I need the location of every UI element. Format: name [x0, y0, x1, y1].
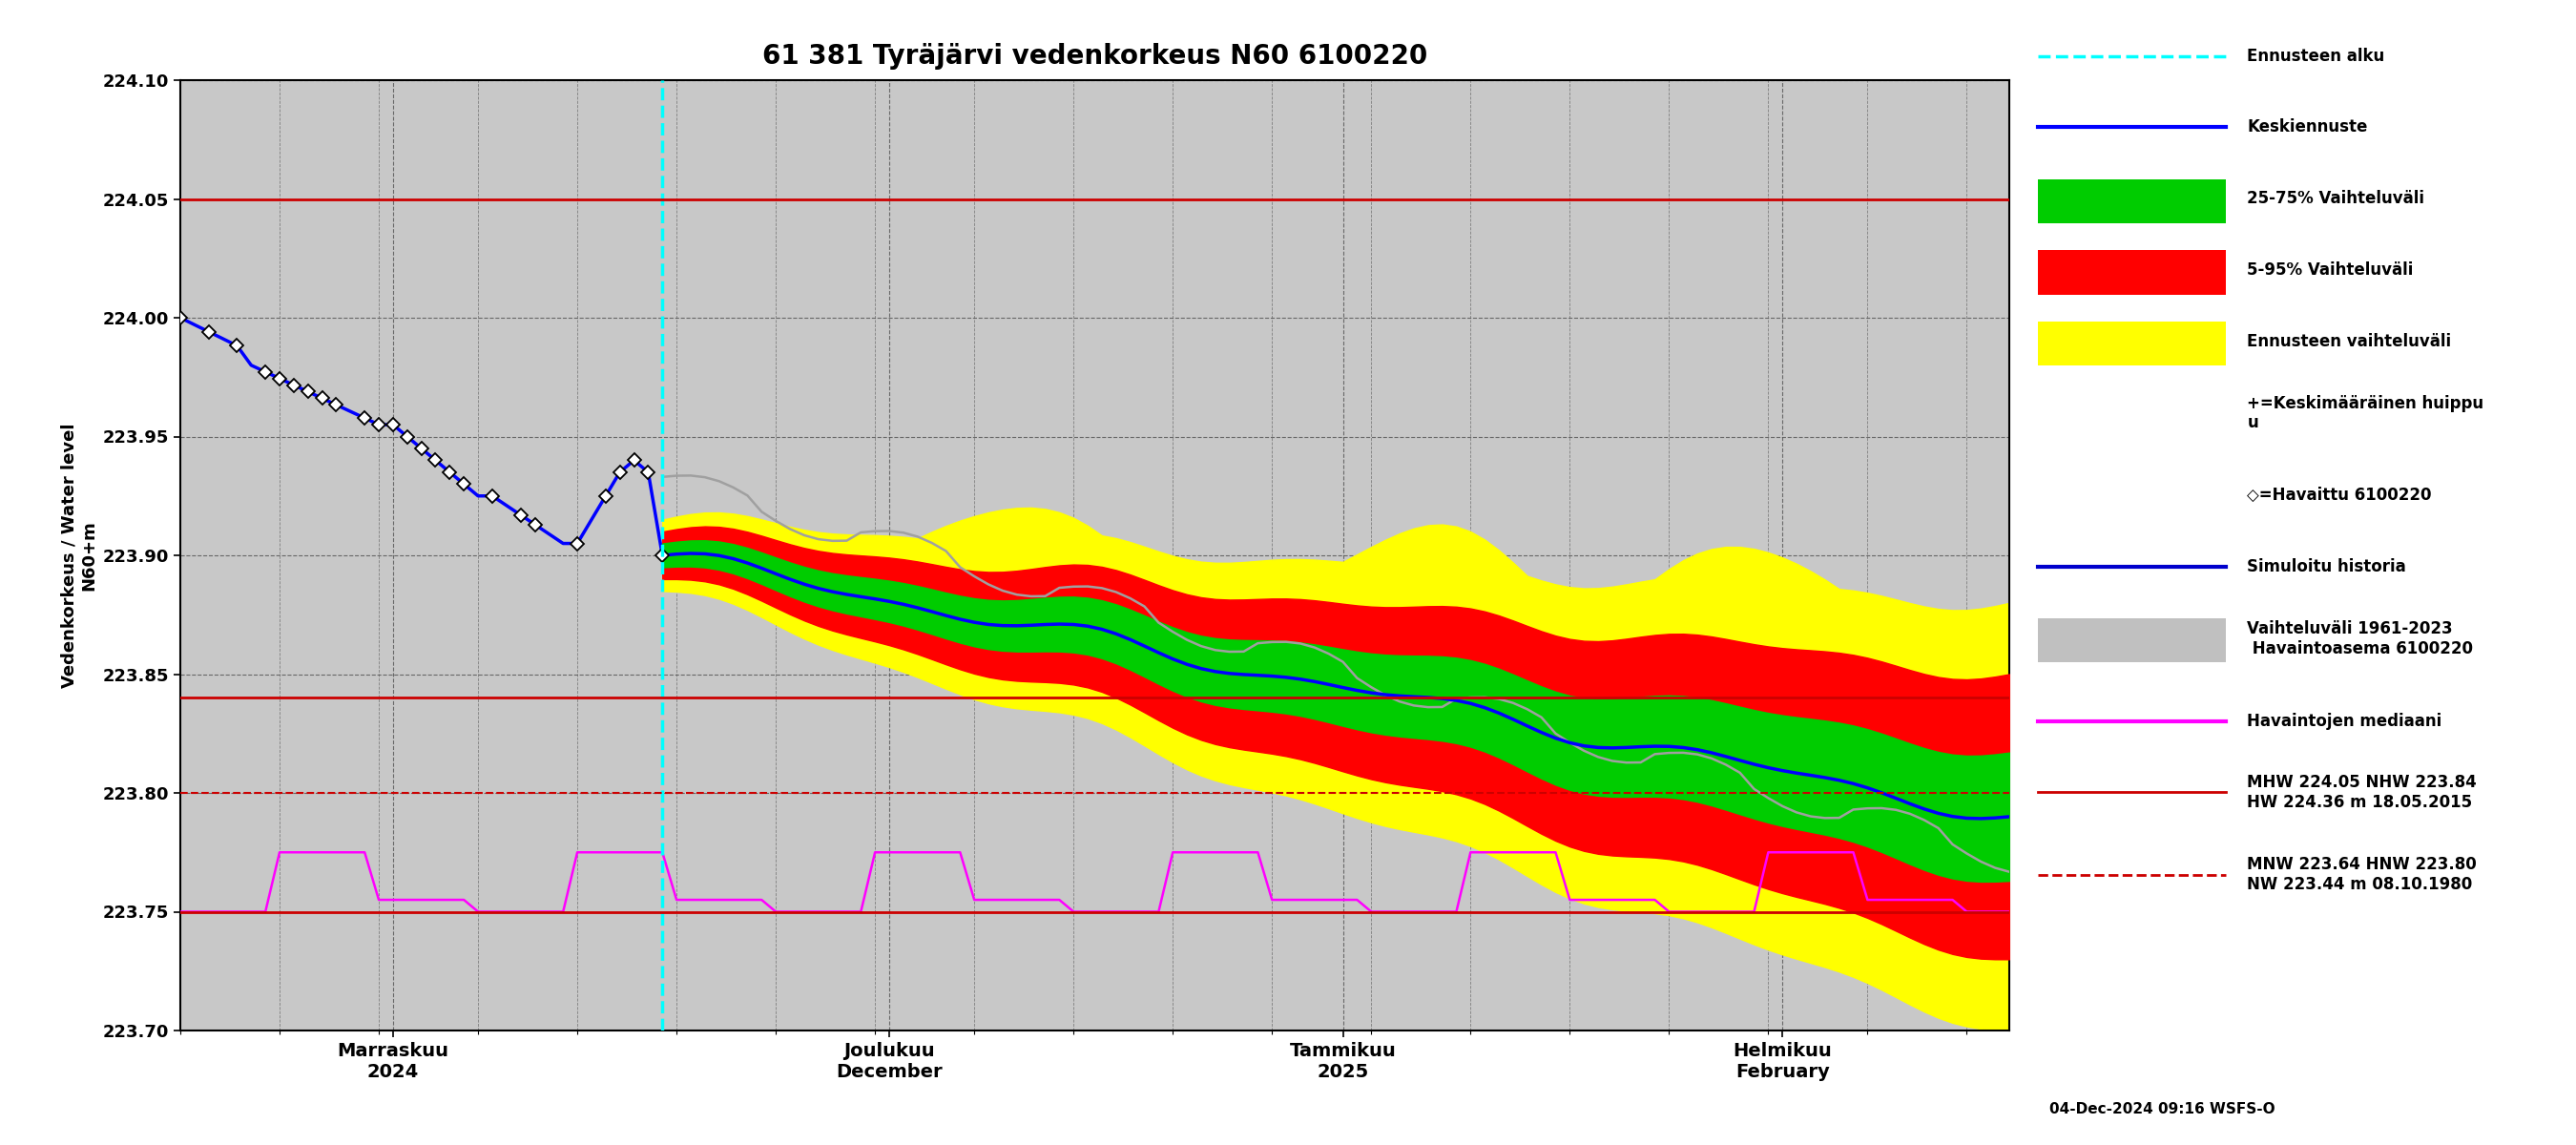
- Text: MNW 223.64 HNW 223.80
NW 223.44 m 08.10.1980: MNW 223.64 HNW 223.80 NW 223.44 m 08.10.…: [2246, 856, 2478, 893]
- Y-axis label: Vedenkorkeus / Water level
N60+m: Vedenkorkeus / Water level N60+m: [59, 423, 98, 688]
- Text: Keskiennuste: Keskiennuste: [2246, 119, 2367, 136]
- Text: ◇=Havaittu 6100220: ◇=Havaittu 6100220: [2246, 487, 2432, 504]
- Text: Vaihteluväli 1961-2023
 Havaintoasema 6100220: Vaihteluväli 1961-2023 Havaintoasema 610…: [2246, 619, 2473, 657]
- Bar: [2038, 618, 2226, 663]
- Title: 61 381 Tyräjärvi vedenkorkeus N60 6100220: 61 381 Tyräjärvi vedenkorkeus N60 610022…: [762, 44, 1427, 70]
- Text: Ennusteen vaihteluväli: Ennusteen vaihteluväli: [2246, 333, 2452, 350]
- Text: Havaintojen mediaani: Havaintojen mediaani: [2246, 712, 2442, 729]
- Text: 25-75% Vaihteluväli: 25-75% Vaihteluväli: [2246, 190, 2424, 207]
- Bar: [2038, 251, 2226, 294]
- Text: Simuloitu historia: Simuloitu historia: [2246, 559, 2406, 576]
- Text: Ennusteen alku: Ennusteen alku: [2246, 47, 2385, 64]
- Text: 5-95% Vaihteluväli: 5-95% Vaihteluväli: [2246, 261, 2414, 278]
- Text: 04-Dec-2024 09:16 WSFS-O: 04-Dec-2024 09:16 WSFS-O: [2048, 1103, 2275, 1116]
- Bar: [2038, 179, 2226, 223]
- Bar: [2038, 322, 2226, 366]
- Text: +=Keskimääräinen huippu
u: +=Keskimääräinen huippu u: [2246, 395, 2483, 432]
- Text: MHW 224.05 NHW 223.84
HW 224.36 m 18.05.2015: MHW 224.05 NHW 223.84 HW 224.36 m 18.05.…: [2246, 774, 2478, 811]
